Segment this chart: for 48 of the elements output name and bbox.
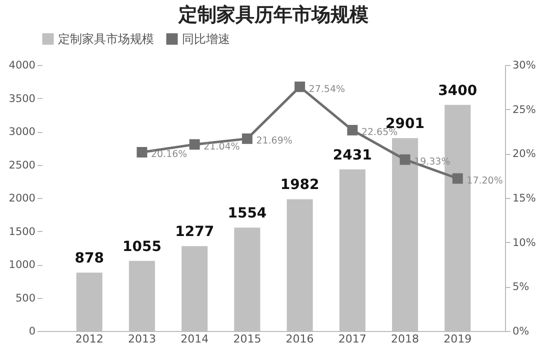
data-label: 21.04% — [204, 141, 240, 152]
legend-label: 定制家具市场规模 — [58, 32, 154, 46]
data-label: 1277 — [175, 224, 214, 240]
data-label: 19.33% — [414, 156, 450, 168]
point — [136, 147, 148, 158]
data-label: 1982 — [280, 177, 320, 194]
data-label: 1055 — [122, 238, 162, 255]
point — [452, 173, 463, 184]
y-tick-label: 4000 — [8, 60, 36, 72]
y2-tick-label: 5% — [512, 281, 530, 294]
x-tick-label: 2018 — [391, 332, 420, 346]
y2-tick-label: 0% — [512, 326, 530, 338]
point — [294, 82, 306, 92]
data-label: 27.54% — [308, 84, 346, 95]
chart-title: 定制家具历年市场规模 — [178, 4, 368, 26]
point — [400, 154, 410, 165]
x-tick-label: 2019 — [444, 332, 472, 346]
point — [242, 133, 252, 144]
y-tick-label: 1500 — [8, 226, 36, 238]
data-label: 22.65% — [361, 127, 398, 138]
data-label: 21.69% — [256, 136, 292, 147]
point — [347, 124, 358, 136]
y-tick-label: 500 — [15, 292, 36, 304]
y-tick-label: 1000 — [8, 259, 36, 271]
x-tick-label: 2014 — [180, 332, 209, 346]
y-tick-label: 3500 — [8, 92, 36, 105]
data-label: 1554 — [228, 206, 267, 222]
x-tick-label: 2016 — [286, 332, 314, 346]
y2-tick-label: 15% — [512, 192, 536, 204]
y2-tick-label: 20% — [512, 148, 536, 160]
y-tick-label: 2000 — [8, 192, 36, 204]
y-tick-label: 2500 — [8, 159, 36, 172]
y2-tick-label: 10% — [512, 236, 536, 249]
x-tick-label: 2013 — [128, 332, 156, 346]
data-label: 20.16% — [150, 149, 188, 160]
y-tick-label: 0 — [28, 326, 36, 338]
x-tick-label: 2017 — [338, 332, 366, 346]
data-label: 3400 — [438, 82, 478, 99]
legend-label: 同比增速 — [182, 32, 230, 46]
x-tick-label: 2012 — [75, 332, 104, 346]
y2-tick-label: 25% — [512, 104, 536, 116]
data-label: 17.20% — [466, 175, 503, 186]
data-label: 878 — [74, 250, 104, 267]
x-tick-label: 2015 — [233, 332, 262, 346]
data-label: 2431 — [332, 147, 372, 164]
y-tick-label: 3000 — [8, 126, 36, 138]
point — [189, 139, 200, 150]
y2-tick-label: 30% — [512, 60, 536, 72]
